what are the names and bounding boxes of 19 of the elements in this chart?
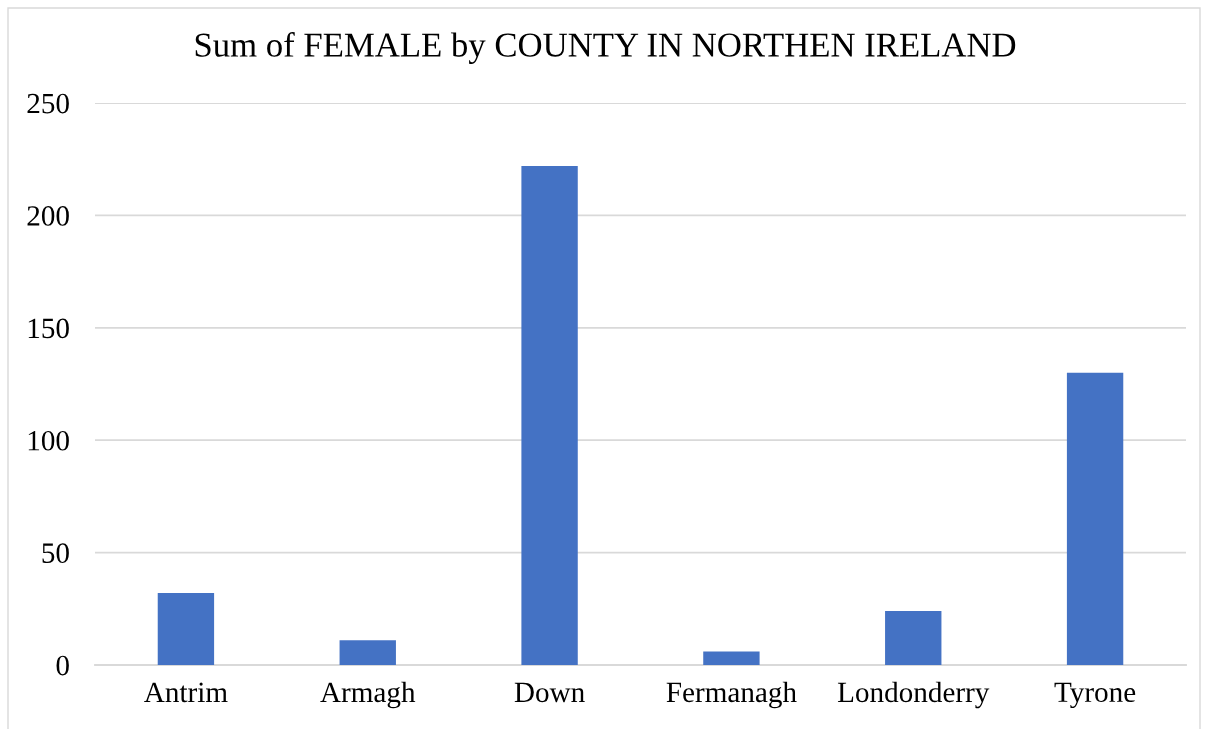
bar bbox=[1066, 372, 1124, 665]
bar bbox=[521, 165, 578, 665]
bar bbox=[703, 651, 760, 665]
x-tick-label: Down bbox=[514, 682, 585, 703]
x-tick-label: Antrim bbox=[144, 682, 228, 703]
y-tick-label: 0 bbox=[56, 655, 69, 676]
x-tick-label: Londonderry bbox=[837, 681, 990, 709]
y-tick-label: 250 bbox=[27, 93, 69, 114]
y-tick-label: 100 bbox=[28, 430, 69, 451]
y-tick-label: 200 bbox=[27, 206, 69, 226]
x-tick-label: Tyrone bbox=[1054, 682, 1136, 709]
x-tick-label: Armagh bbox=[320, 681, 416, 709]
chart-title: Sum of FEMALE by COUNTY IN NORTHEN IRELAND bbox=[195, 32, 1016, 64]
y-tick-label: 150 bbox=[28, 318, 69, 339]
x-tick-label: Fermanagh bbox=[666, 681, 797, 709]
y-tick-label: 50 bbox=[42, 543, 69, 564]
bar bbox=[885, 611, 942, 665]
bar bbox=[339, 640, 396, 665]
bar bbox=[157, 593, 215, 665]
